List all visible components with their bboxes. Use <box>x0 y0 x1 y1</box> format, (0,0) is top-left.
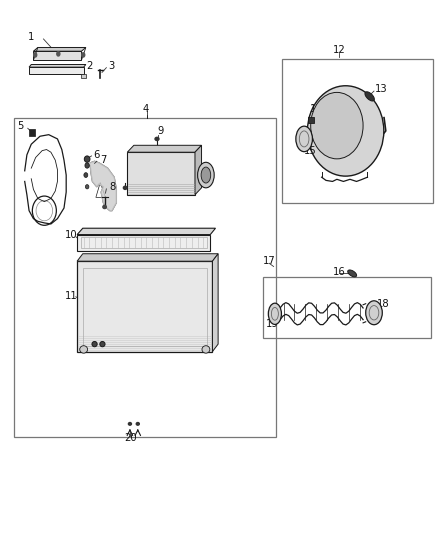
Polygon shape <box>77 254 218 261</box>
Text: 2: 2 <box>87 61 93 71</box>
Ellipse shape <box>84 156 90 163</box>
Polygon shape <box>33 47 38 60</box>
Text: 3: 3 <box>109 61 115 70</box>
Text: 6: 6 <box>94 150 100 160</box>
Text: 13: 13 <box>375 84 388 94</box>
Bar <box>127 152 195 195</box>
Polygon shape <box>29 64 86 67</box>
Polygon shape <box>127 146 201 152</box>
Ellipse shape <box>128 423 131 425</box>
Bar <box>77 261 212 352</box>
Polygon shape <box>90 161 117 211</box>
Polygon shape <box>195 146 201 195</box>
Polygon shape <box>212 254 218 352</box>
Text: 17: 17 <box>263 256 276 266</box>
Ellipse shape <box>57 52 60 56</box>
Ellipse shape <box>155 138 159 141</box>
Ellipse shape <box>311 92 363 159</box>
Ellipse shape <box>85 163 89 168</box>
Text: 7: 7 <box>100 155 106 165</box>
Text: 16: 16 <box>332 267 345 277</box>
Ellipse shape <box>307 86 384 176</box>
Text: 11: 11 <box>65 290 78 301</box>
Text: 20: 20 <box>124 433 137 443</box>
Ellipse shape <box>268 303 282 325</box>
Polygon shape <box>33 51 81 60</box>
Ellipse shape <box>201 167 211 183</box>
Bar <box>29 129 35 136</box>
Ellipse shape <box>366 301 382 325</box>
Bar <box>14 118 276 437</box>
Ellipse shape <box>348 270 357 277</box>
Polygon shape <box>81 74 86 78</box>
Polygon shape <box>29 67 84 74</box>
Ellipse shape <box>124 186 127 189</box>
Polygon shape <box>33 47 86 51</box>
Text: 10: 10 <box>65 230 78 240</box>
Ellipse shape <box>84 173 88 177</box>
Ellipse shape <box>85 184 89 189</box>
Bar <box>263 277 431 338</box>
Bar <box>81 237 207 248</box>
Ellipse shape <box>34 53 37 57</box>
Text: 12: 12 <box>332 45 345 54</box>
Ellipse shape <box>365 92 374 101</box>
Text: 18: 18 <box>377 298 390 309</box>
Polygon shape <box>77 228 215 235</box>
Text: 9: 9 <box>157 126 163 136</box>
Ellipse shape <box>136 423 139 425</box>
Ellipse shape <box>103 205 106 208</box>
Text: 14: 14 <box>310 103 322 114</box>
Text: 15: 15 <box>304 146 317 156</box>
Polygon shape <box>81 47 86 60</box>
Ellipse shape <box>198 163 214 188</box>
Ellipse shape <box>81 53 85 57</box>
Text: 1: 1 <box>28 32 34 42</box>
Text: 8: 8 <box>109 182 115 192</box>
Bar <box>77 235 210 251</box>
Ellipse shape <box>296 126 312 152</box>
Text: 4: 4 <box>143 103 149 114</box>
Text: 19: 19 <box>266 319 279 329</box>
Ellipse shape <box>80 346 88 353</box>
Ellipse shape <box>202 346 210 353</box>
Bar <box>307 117 314 123</box>
Ellipse shape <box>92 342 97 347</box>
Bar <box>283 59 433 203</box>
Text: 5: 5 <box>17 121 23 131</box>
Ellipse shape <box>100 342 105 347</box>
Bar <box>83 268 207 346</box>
Polygon shape <box>96 182 106 197</box>
